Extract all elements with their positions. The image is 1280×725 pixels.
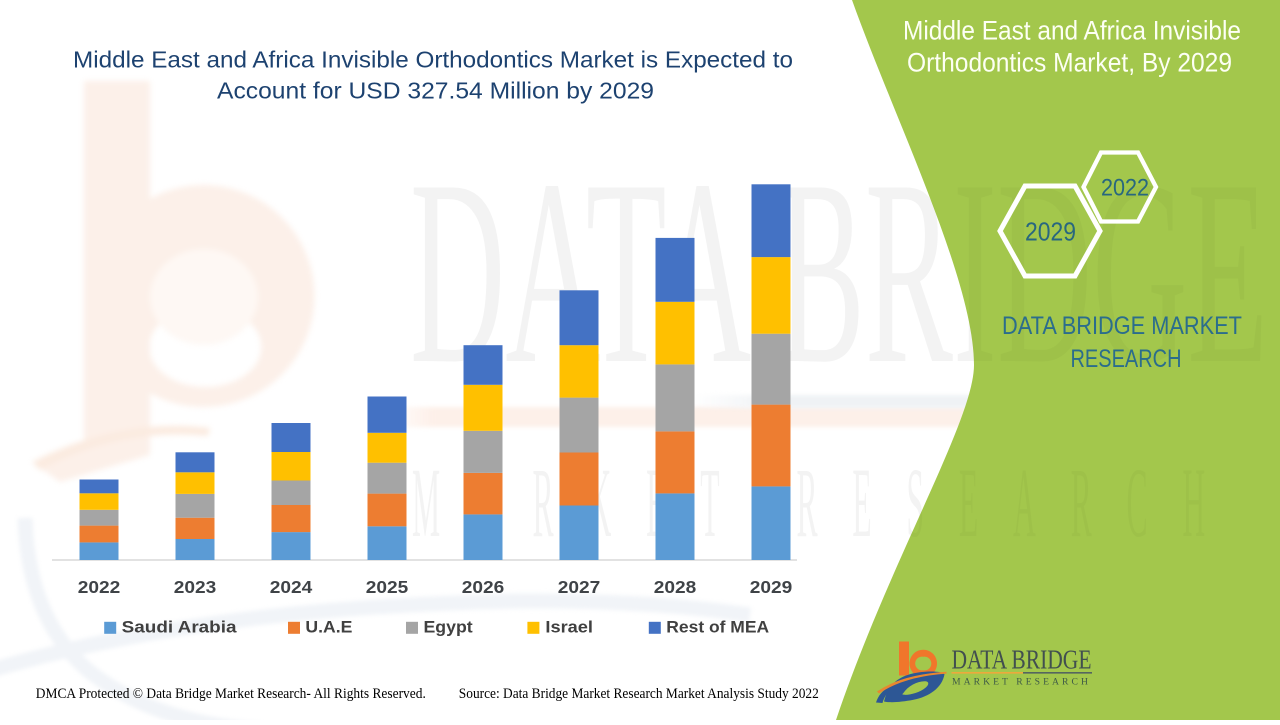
svg-text:2029: 2029 <box>750 577 793 597</box>
svg-text:2023: 2023 <box>174 577 217 597</box>
svg-text:2022: 2022 <box>78 577 121 597</box>
svg-text:Middle East and Africa Invisib: Middle East and Africa Invisible Orthodo… <box>73 47 793 73</box>
svg-text:Account for USD 327.54 Million: Account for USD 327.54 Million by 2029 <box>217 78 654 104</box>
svg-text:Source: Data Bridge Market Res: Source: Data Bridge Market Research Mark… <box>459 686 819 702</box>
svg-text:U.A.E: U.A.E <box>305 618 352 637</box>
svg-text:2028: 2028 <box>654 577 697 597</box>
svg-text:Middle East and Africa Invisib: Middle East and Africa Invisible <box>903 15 1241 45</box>
svg-text:2022: 2022 <box>1101 175 1149 202</box>
svg-text:DMCA Protected © Data Bridge M: DMCA Protected © Data Bridge Market Rese… <box>36 686 426 702</box>
svg-text:2025: 2025 <box>366 577 409 597</box>
svg-text:Orthodontics Market, By 2029: Orthodontics Market, By 2029 <box>907 48 1232 78</box>
svg-text:Israel: Israel <box>545 618 593 637</box>
svg-text:MARKET RESEARCH: MARKET RESEARCH <box>952 678 1091 688</box>
svg-text:Egypt: Egypt <box>424 618 474 637</box>
svg-text:2027: 2027 <box>558 577 601 597</box>
svg-text:2026: 2026 <box>462 577 505 597</box>
svg-text:Saudi Arabia: Saudi Arabia <box>122 618 237 637</box>
svg-text:2024: 2024 <box>270 577 313 597</box>
svg-text:DATA BRIDGE: DATA BRIDGE <box>952 645 1092 675</box>
svg-text:RESEARCH: RESEARCH <box>1071 345 1182 373</box>
svg-text:Rest of MEA: Rest of MEA <box>666 618 769 637</box>
svg-text:2029: 2029 <box>1025 217 1076 247</box>
svg-text:DATA BRIDGE MARKET: DATA BRIDGE MARKET <box>1002 312 1242 340</box>
